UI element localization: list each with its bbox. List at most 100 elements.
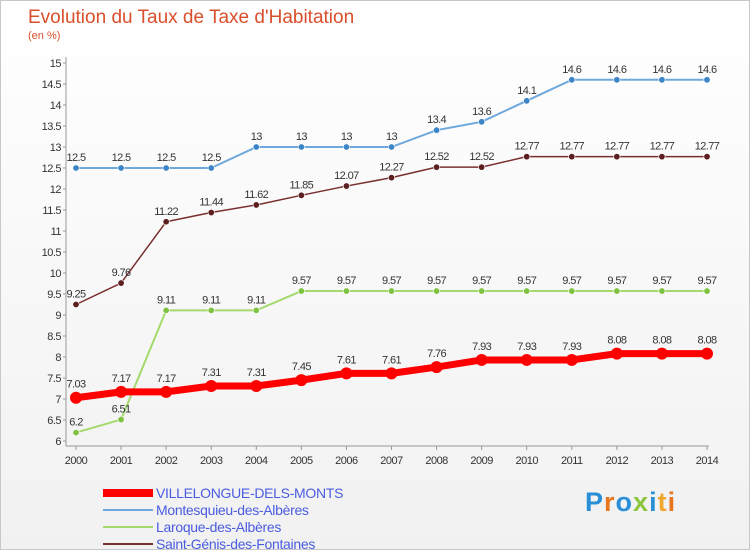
data-label: 7.03 bbox=[66, 379, 85, 391]
series-point bbox=[295, 374, 308, 387]
data-label: 13.4 bbox=[427, 114, 446, 126]
data-label: 9.57 bbox=[292, 275, 311, 287]
data-label: 7.17 bbox=[157, 373, 176, 385]
x-tick-label: 2004 bbox=[245, 455, 268, 467]
series-point bbox=[72, 164, 80, 172]
x-tick-label: 2005 bbox=[290, 455, 313, 467]
series-point bbox=[613, 287, 621, 295]
data-label: 11.22 bbox=[154, 206, 178, 218]
data-label: 14.6 bbox=[652, 64, 671, 76]
series-point bbox=[115, 385, 128, 398]
data-label: 12.77 bbox=[605, 141, 630, 153]
series-point bbox=[658, 287, 666, 295]
data-label: 8.08 bbox=[607, 335, 626, 347]
data-label: 9.57 bbox=[472, 275, 491, 287]
x-tick-label: 2013 bbox=[651, 455, 674, 467]
y-tick-label: 13 bbox=[50, 142, 62, 154]
y-tick-label: 10 bbox=[50, 268, 62, 280]
data-label: 12.77 bbox=[514, 141, 539, 153]
series-point bbox=[430, 361, 443, 374]
series-point bbox=[342, 287, 350, 295]
data-label: 12.5 bbox=[157, 152, 176, 164]
data-label: 11.85 bbox=[289, 179, 313, 191]
series-point bbox=[252, 306, 260, 314]
x-tick-label: 2012 bbox=[606, 455, 629, 467]
x-tick-label: 2010 bbox=[515, 455, 538, 467]
y-tick-label: 15 bbox=[50, 58, 62, 70]
data-label: 12.77 bbox=[560, 141, 585, 153]
y-tick-label: 14.5 bbox=[42, 79, 62, 91]
data-label: 12.27 bbox=[379, 162, 404, 174]
y-tick-label: 6.5 bbox=[47, 415, 61, 427]
data-label: 9.57 bbox=[607, 275, 626, 287]
series-point bbox=[252, 143, 260, 151]
legend-swatch bbox=[103, 509, 153, 511]
data-label: 12.5 bbox=[202, 152, 221, 164]
series-point bbox=[117, 279, 125, 287]
legend-label: Laroque-des-Albères bbox=[156, 519, 282, 535]
data-label: 7.61 bbox=[382, 354, 401, 366]
series-point bbox=[433, 126, 441, 134]
data-label: 9.57 bbox=[562, 275, 581, 287]
data-label: 7.45 bbox=[292, 361, 311, 373]
series-point bbox=[72, 300, 80, 308]
series-point bbox=[565, 353, 578, 366]
data-label: 13 bbox=[386, 131, 398, 143]
y-tick-label: 6 bbox=[55, 436, 61, 448]
series-point bbox=[703, 287, 711, 295]
data-label: 9.11 bbox=[157, 294, 176, 306]
data-label: 7.93 bbox=[472, 341, 491, 353]
series-point bbox=[162, 306, 170, 314]
legend-label: Saint-Génis-des-Fontaines bbox=[156, 536, 316, 550]
series-point bbox=[342, 182, 350, 190]
data-label: 9.57 bbox=[427, 275, 446, 287]
series-point bbox=[387, 143, 395, 151]
series-point bbox=[162, 164, 170, 172]
x-tick-label: 2014 bbox=[696, 455, 719, 467]
data-label: 13 bbox=[296, 131, 308, 143]
series-point bbox=[610, 347, 623, 360]
data-label: 7.17 bbox=[112, 373, 131, 385]
y-tick-label: 8 bbox=[55, 352, 61, 364]
series-point bbox=[701, 347, 713, 360]
data-label: 13 bbox=[341, 131, 353, 143]
y-tick-label: 7 bbox=[55, 394, 61, 406]
y-tick-label: 12.5 bbox=[42, 163, 62, 175]
y-tick-label: 10.5 bbox=[42, 247, 62, 259]
series-point bbox=[207, 209, 215, 217]
series-point bbox=[207, 164, 215, 172]
series-point bbox=[342, 143, 350, 151]
series-point bbox=[70, 391, 82, 404]
legend-label: Montesquieu-des-Albères bbox=[156, 502, 309, 518]
x-tick-label: 2007 bbox=[380, 455, 403, 467]
series-point bbox=[613, 153, 621, 161]
series-point bbox=[478, 163, 486, 171]
data-label: 12.77 bbox=[695, 141, 720, 153]
data-label: 7.31 bbox=[247, 367, 266, 379]
data-label: 7.61 bbox=[337, 354, 356, 366]
series-point bbox=[520, 353, 533, 366]
data-label: 12.07 bbox=[334, 170, 359, 182]
series-point bbox=[478, 287, 486, 295]
series-point bbox=[297, 191, 305, 199]
data-label: 14.6 bbox=[697, 64, 716, 76]
data-label: 7.31 bbox=[202, 367, 221, 379]
x-tick-label: 2006 bbox=[335, 455, 358, 467]
data-label: 12.5 bbox=[112, 152, 131, 164]
series-point bbox=[478, 118, 486, 126]
series-point bbox=[387, 287, 395, 295]
data-label: 9.57 bbox=[382, 275, 401, 287]
chart-data-labels: 12.5 12.5 12.5 12.5 13 13 13 13 13.4 13.6 14.1 14.6… bbox=[66, 64, 720, 429]
y-tick-label: 7.5 bbox=[47, 373, 61, 385]
series-point bbox=[72, 429, 80, 437]
data-label: 8.08 bbox=[697, 335, 716, 347]
series-point bbox=[162, 218, 170, 226]
x-tick-label: 2003 bbox=[200, 455, 223, 467]
series-point bbox=[252, 201, 260, 209]
series-point bbox=[658, 76, 666, 84]
data-label: 14.6 bbox=[607, 64, 626, 76]
data-label: 9.57 bbox=[337, 275, 356, 287]
series-point bbox=[655, 347, 668, 360]
